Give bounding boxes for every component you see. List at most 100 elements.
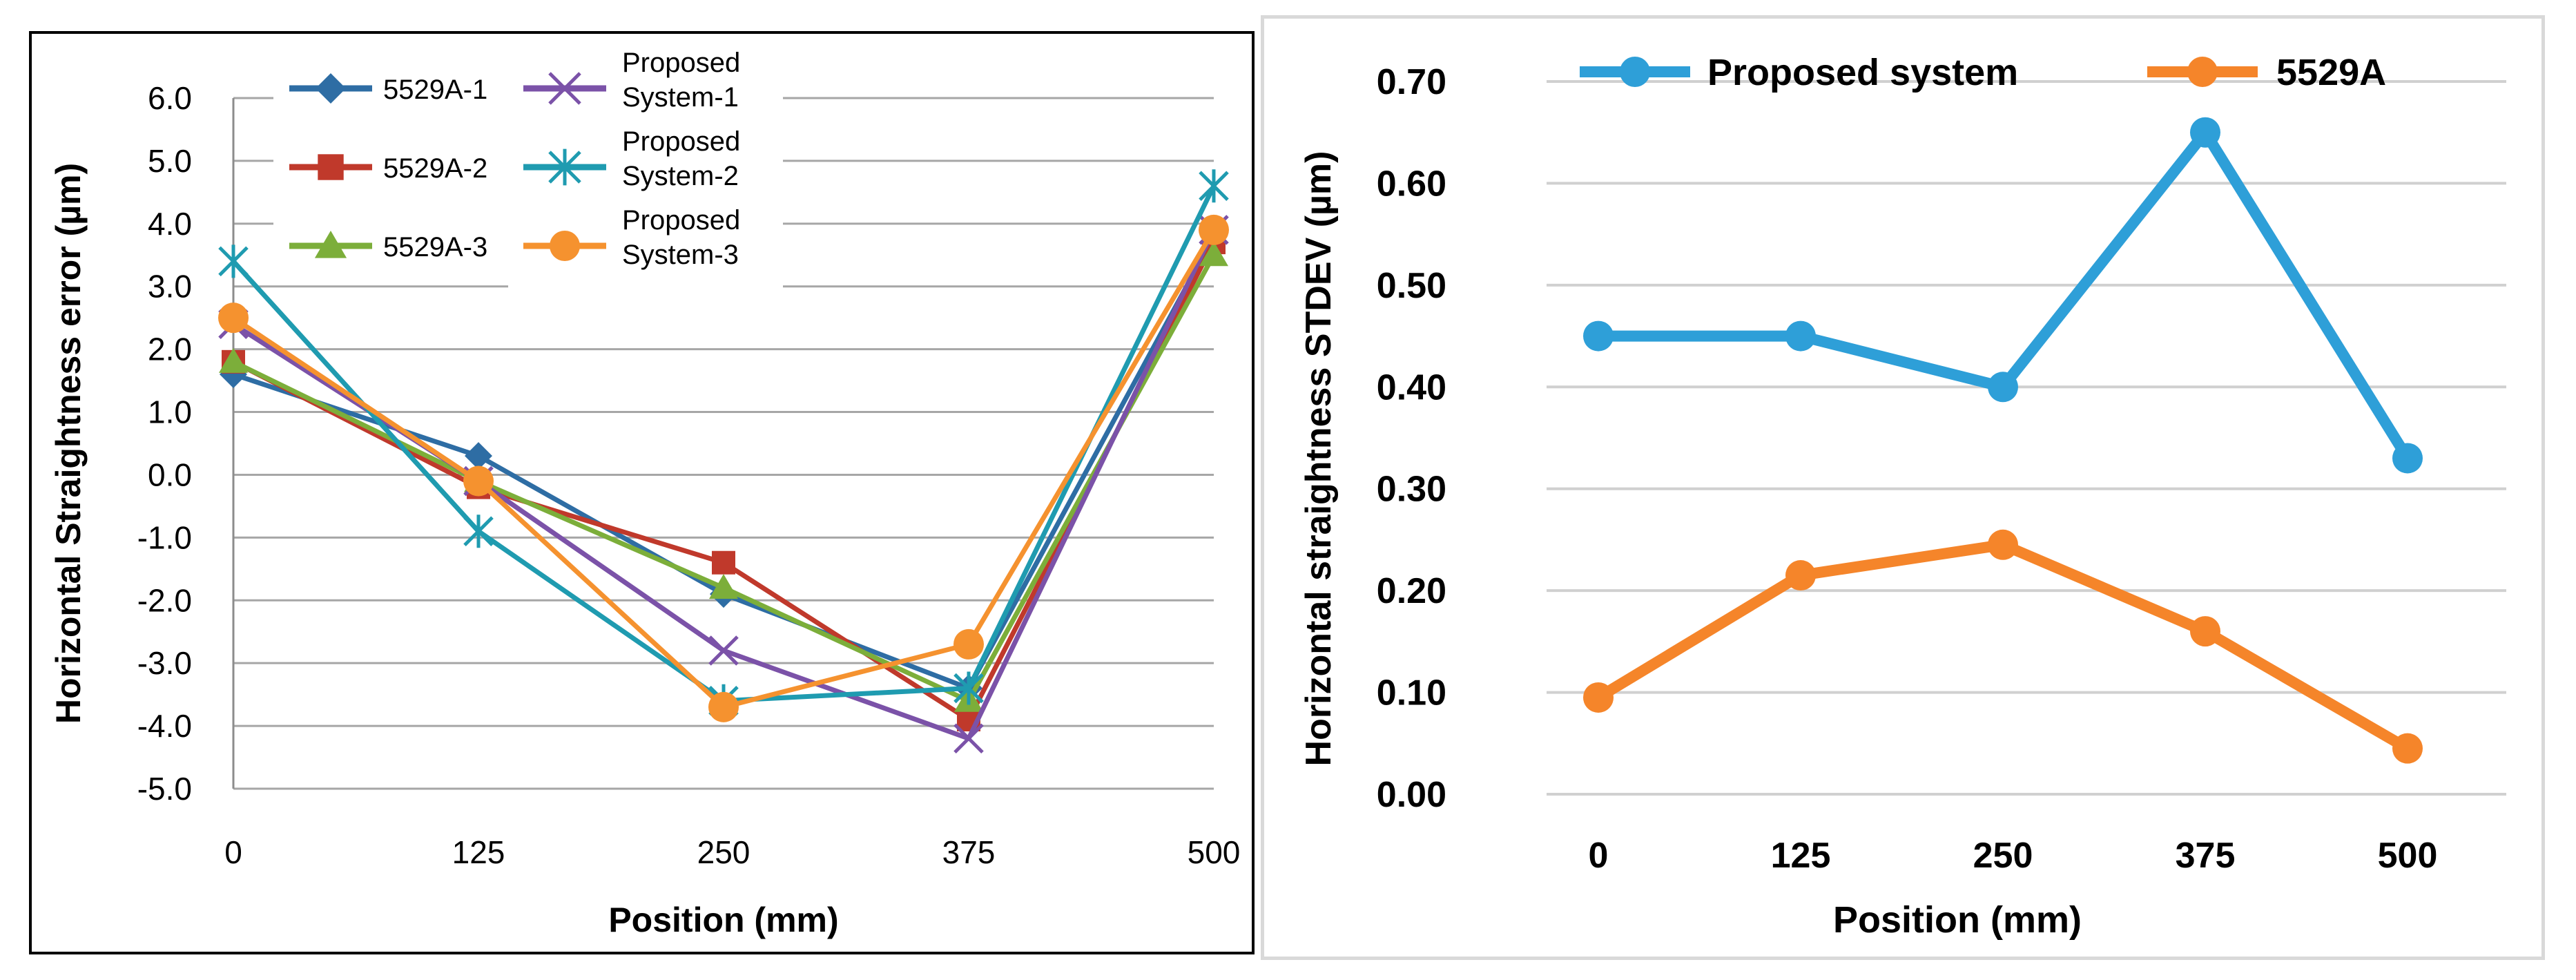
right-legend-proposed-system-marker xyxy=(1620,57,1650,87)
left-legend-5529a-2-marker xyxy=(318,154,344,180)
left-series-proposed-system-1-point xyxy=(953,723,984,754)
right-legend-proposed-system-marker-shape xyxy=(1620,57,1650,87)
right-series-proposed-system-point xyxy=(1785,320,1816,352)
left-series-5529a-3-point-shape xyxy=(219,347,248,373)
right-y-axis-title: Horizontal straightness STDEV (µm) xyxy=(1299,151,1339,767)
right-series-proposed-system-point xyxy=(2392,443,2423,474)
left-series-proposed-system-1-point xyxy=(708,635,739,666)
right-y-tick-label: 0.70 xyxy=(1377,62,1446,102)
left-legend-proposed-system-2-marker-shape xyxy=(548,148,581,186)
right-series-proposed-system-point-shape xyxy=(1785,320,1816,352)
left-series-proposed-system-3-point-shape xyxy=(953,628,984,660)
left-line-chart: 6.0 5.0 4.0 3.0 2.0 1.0 0.0 -1.0 -2.0 -3.0 -4.0 -5.… xyxy=(49,48,1241,939)
left-series-proposed-system-2-point xyxy=(463,515,494,548)
left-series-5529a-3-point xyxy=(219,347,248,373)
left-legend-proposed-system-3-label-line: Proposed xyxy=(622,205,740,236)
left-x-tick-label: 250 xyxy=(697,834,750,870)
right-legend-proposed-system-label: Proposed system xyxy=(1707,52,2018,93)
left-legend-box-a xyxy=(273,58,522,265)
left-y-axis-title: Horizontal Straightness error (µm) xyxy=(49,163,88,724)
left-legend-proposed-system-2-label-line: Proposed xyxy=(622,126,740,157)
left-series-proposed-system-2-point-shape xyxy=(463,515,494,548)
left-x-tick-label: 375 xyxy=(942,834,996,870)
left-y-tick-label: -3.0 xyxy=(137,645,192,681)
right-y-tick-label: 0.60 xyxy=(1377,164,1446,204)
right-series-proposed-system-point-shape xyxy=(1988,372,2018,403)
left-y-tick-label: 5.0 xyxy=(148,143,192,179)
left-legend-proposed-system-2-marker xyxy=(548,148,581,186)
right-series-proposed-system-point-shape xyxy=(2392,443,2423,474)
left-series-5529a-1-point xyxy=(465,442,492,470)
right-legend-5529a-label: 5529A xyxy=(2276,52,2386,93)
right-series-5529a-point xyxy=(1785,560,1816,591)
left-series-5529a-1-line xyxy=(232,235,1217,691)
left-legend-5529a-1-label: 5529A-1 xyxy=(383,75,487,105)
right-legend-5529a-marker xyxy=(2187,57,2218,87)
left-y-tick-label: -1.0 xyxy=(137,519,192,555)
left-y-tick-label: 0.0 xyxy=(148,457,192,492)
left-x-axis-title: Position (mm) xyxy=(608,901,838,939)
left-series-proposed-system-2-point xyxy=(218,244,249,278)
left-legend-5529a-3-marker-shape xyxy=(314,231,347,258)
right-y-tick-label: 0.10 xyxy=(1377,673,1446,713)
left-y-tick-label: 6.0 xyxy=(148,80,192,116)
right-series-proposed-system-point xyxy=(1988,372,2018,403)
left-series-proposed-system-3-line xyxy=(232,229,1217,710)
right-series-5529a-point xyxy=(2392,733,2423,764)
right-series-5529a-point xyxy=(2190,616,2220,647)
right-series-proposed-system-line xyxy=(1598,126,2412,461)
right-series-proposed-system-point xyxy=(1583,320,1614,352)
left-y-tick-label: -2.0 xyxy=(137,582,192,618)
right-series-5529a-point-shape xyxy=(2190,616,2220,647)
right-y-tick-label: 0.50 xyxy=(1377,266,1446,306)
left-series-proposed-system-3-point-shape xyxy=(463,465,494,497)
right-x-tick-label: 125 xyxy=(1771,836,1831,876)
left-legend-5529a-3-label: 5529A-3 xyxy=(383,232,487,262)
right-y-tick-label: 0.00 xyxy=(1377,775,1446,815)
left-series-5529a-3-point-shape xyxy=(709,574,738,599)
right-series-proposed-system-point xyxy=(2190,117,2220,148)
left-legend-5529a-1-marker-shape xyxy=(316,73,346,104)
left-series-proposed-system-3-point-shape xyxy=(218,302,249,334)
left-x-tick-label: 500 xyxy=(1188,834,1241,870)
left-series-5529a-1-point-shape xyxy=(465,442,492,470)
right-series-proposed-system-point-shape xyxy=(1583,320,1614,352)
left-legend-proposed-system-3-label-line: System-3 xyxy=(622,240,739,270)
right-y-tick-label: 0.30 xyxy=(1377,470,1446,510)
right-series-5529a-point xyxy=(1988,529,2018,560)
right-x-tick-label: 0 xyxy=(1589,836,1609,876)
left-y-tick-label: -4.0 xyxy=(137,708,192,744)
left-y-tick-label: 1.0 xyxy=(148,394,192,430)
right-series-5529a-point xyxy=(1583,682,1614,713)
left-series-5529a-3-point-shape xyxy=(1199,241,1228,267)
left-series-proposed-system-3-point xyxy=(218,302,249,334)
left-series-proposed-system-1-point-shape xyxy=(708,635,739,666)
right-series-5529a-point-shape xyxy=(1785,560,1816,591)
right-legend-5529a-marker-shape xyxy=(2187,57,2218,87)
left-y-tick-label: -5.0 xyxy=(137,771,192,807)
right-series-5529a-point-shape xyxy=(1583,682,1614,713)
left-series-5529a-2-point-shape xyxy=(712,550,735,575)
left-series-proposed-system-3-point xyxy=(1199,214,1229,245)
right-series-proposed-system-point-shape xyxy=(2190,117,2220,148)
right-chart-panel: 0.70 0.60 0.50 0.40 0.30 0.20 0.10 0.00 0 125 250 3… xyxy=(1261,15,2545,960)
left-legend-5529a-3-marker xyxy=(314,231,347,258)
left-legend-proposed-system-2-label-line: System-2 xyxy=(622,161,739,191)
left-legend-proposed-system-1-marker-shape xyxy=(548,72,581,105)
left-y-tick-label: 2.0 xyxy=(148,332,192,367)
left-x-tick-label: 125 xyxy=(452,834,505,870)
left-series-5529a-3-point xyxy=(1199,241,1228,267)
left-legend-5529a-2-marker-shape xyxy=(318,154,344,180)
left-series-proposed-system-2-point xyxy=(953,671,984,705)
right-x-tick-label: 500 xyxy=(2378,836,2438,876)
right-x-tick-label: 250 xyxy=(1973,836,2033,876)
left-series-5529a-2-point xyxy=(712,550,735,575)
right-y-tick-label: 0.40 xyxy=(1377,367,1446,407)
right-line-chart: 0.70 0.60 0.50 0.40 0.30 0.20 0.10 0.00 0 125 250 3… xyxy=(1299,52,2506,941)
left-legend-proposed-system-3-marker xyxy=(550,231,580,261)
left-series-proposed-system-2-point xyxy=(1199,169,1229,203)
left-legend-5529a-2-label: 5529A-2 xyxy=(383,153,487,184)
left-x-tick-label: 0 xyxy=(224,834,242,870)
right-series-5529a-point-shape xyxy=(2392,733,2423,764)
left-series-proposed-system-3-point xyxy=(953,628,984,660)
